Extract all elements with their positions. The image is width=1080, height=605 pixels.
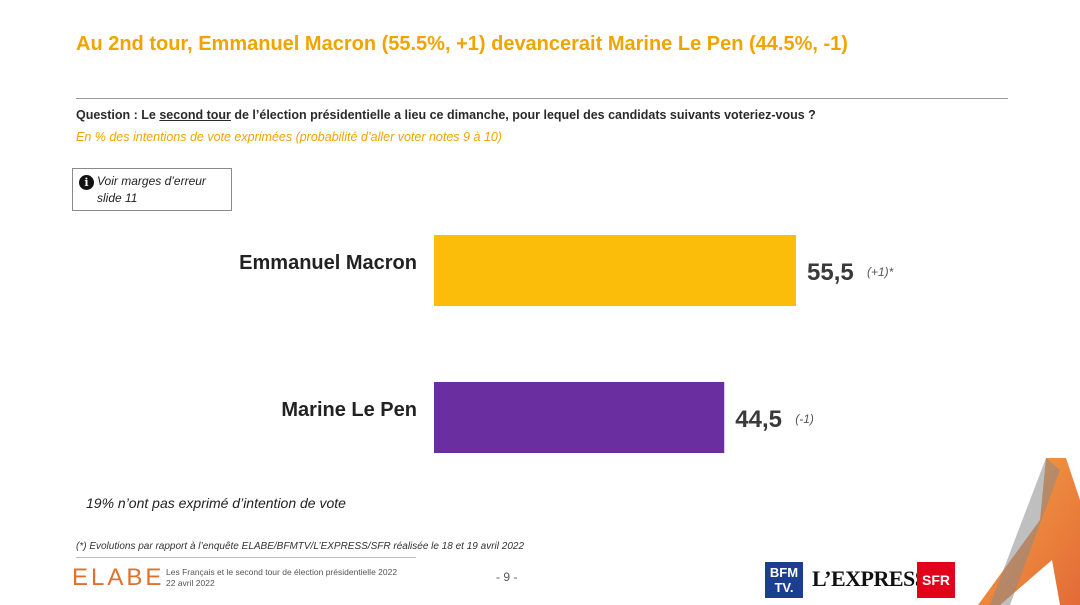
non-expressed-note: 19% n’ont pas exprimé d’intention de vot… — [86, 495, 346, 511]
footnote: (*) Evolutions par rapport à l’enquête E… — [76, 541, 525, 552]
title-divider — [76, 98, 1008, 99]
note-text: Voir marges d’erreur slide 11 — [97, 173, 227, 207]
tv-text: TV. — [774, 580, 794, 595]
value-label: 44,5 — [735, 406, 782, 433]
info-icon: i — [79, 175, 94, 190]
question-prefix: Question : Le — [76, 108, 160, 122]
value-label: 55,5 — [807, 259, 854, 286]
page-number: - 9 - — [496, 570, 518, 584]
question-suffix: de l’élection présidentielle a lieu ce d… — [230, 108, 816, 122]
footer-desc-line-2: 22 avril 2022 — [166, 578, 215, 588]
page-title: Au 2nd tour, Emmanuel Macron (55.5%, +1)… — [76, 33, 848, 55]
category-label: Emmanuel Macron — [239, 252, 417, 274]
sfr-logo: SFR — [917, 562, 955, 598]
note-line-2: slide 11 — [97, 191, 138, 205]
footer-description: Les Français et le second tour de électi… — [166, 567, 397, 589]
category-label: Marine Le Pen — [281, 399, 417, 421]
lexpress-logo: L’EXPRESS — [812, 566, 927, 591]
bar-macron — [434, 235, 796, 306]
bfmtv-logo: BFM TV. — [765, 562, 803, 598]
question-text: Question : Le second tour de l’élection … — [76, 108, 816, 122]
footer-divider — [76, 557, 416, 558]
error-margin-note: i Voir marges d’erreur slide 11 — [72, 168, 232, 211]
evolution-label: (-1) — [795, 412, 814, 426]
note-line-1: Voir marges d’erreur — [97, 174, 206, 188]
footer-desc-line-1: Les Français et le second tour de électi… — [166, 567, 398, 577]
bar-le-pen — [434, 382, 725, 453]
question-underlined: second tour — [159, 108, 231, 122]
elabe-logo: ELABE — [72, 564, 165, 591]
question-subtitle: En % des intentions de vote exprimées (p… — [76, 130, 502, 144]
evolution-label: (+1)* — [867, 265, 894, 279]
bfm-text: BFM — [769, 565, 799, 580]
